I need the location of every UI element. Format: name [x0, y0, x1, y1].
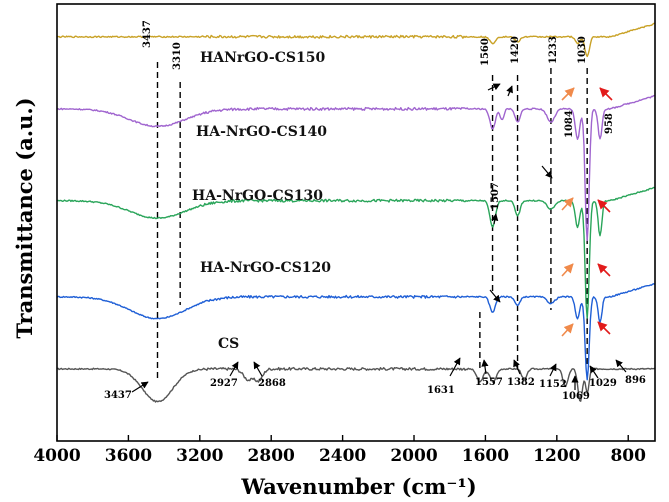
x-tick-label-1200: 1200 [533, 446, 580, 466]
annotation-top-1420: 1420 [510, 36, 521, 64]
arrow-cs-2868 [253, 361, 263, 377]
annotation-bottom-1382: 1382 [507, 377, 535, 388]
spectrum-ha-nrgo-cs120 [56, 283, 655, 381]
spectrum-ha-nrgo-cs130 [56, 186, 655, 319]
x-axis-title: Wavenumber (cm⁻¹) [240, 474, 476, 499]
x-tick-label-3600: 3600 [105, 446, 152, 466]
arrow-cs-896 [615, 359, 627, 373]
annotation-mid-958: 958 [604, 113, 615, 134]
arrow-150-1030 [599, 87, 613, 101]
arrow-cs-1152 [549, 363, 557, 377]
arrow-cs-1382 [513, 359, 521, 375]
annotation-top-3310: 3310 [172, 42, 183, 70]
arrow-150-1084 [561, 87, 575, 101]
annotation-bottom-1631: 1631 [427, 385, 455, 396]
spectra-layer [56, 22, 655, 403]
arrow-cs-1029 [589, 365, 599, 379]
arrow-cs-1557 [481, 359, 489, 375]
x-tick-label-1600: 1600 [462, 446, 509, 466]
x-tick-label-2000: 2000 [390, 446, 437, 466]
annotation-bottom-896: 896 [625, 375, 646, 386]
x-tick-label-800: 800 [610, 446, 646, 466]
arrow-120-1507 [489, 289, 501, 303]
annotation-bottom-2927: 2927 [210, 378, 238, 389]
arrow-140-1084 [561, 197, 574, 211]
annotation-bottom-3437: 3437 [104, 390, 132, 401]
x-tick-label-2400: 2400 [319, 446, 366, 466]
x-tick-label-2800: 2800 [248, 446, 295, 466]
x-tick-label-4000: 4000 [33, 446, 80, 466]
arrow-cs-2927 [229, 361, 239, 377]
annotation-bottom-1069: 1069 [562, 391, 590, 402]
annotation-bottom-1029: 1029 [589, 378, 617, 389]
annotation-bottom-1557: 1557 [475, 377, 503, 388]
annotation-mid-1507: 1507 [490, 182, 501, 210]
arrow-130-1507 [491, 213, 499, 225]
plot-frame [56, 3, 656, 442]
series-label-cs: CS [218, 336, 239, 352]
arrows [131, 83, 627, 393]
x-axis-ticks: 4000 3600 3200 2800 2400 2000 1600 1200 800 [33, 435, 646, 466]
annotation-top-1560: 1560 [480, 38, 491, 66]
series-label-cs130: HA-NrGO-CS130 [192, 188, 323, 204]
arrow-150-1560 [487, 83, 501, 91]
arrow-140-958 [597, 199, 611, 213]
arrow-150-1420 [506, 85, 513, 97]
arrow-120-1084 [561, 323, 574, 337]
arrow-120-958 [597, 321, 611, 335]
spectrum-ha-nrgo-cs140 [56, 94, 655, 242]
annotation-bottom-1152: 1152 [539, 379, 567, 390]
series-label-cs140: HA-NrGO-CS140 [196, 124, 327, 140]
arrow-130-1084 [561, 263, 574, 277]
annotation-top-1030: 1030 [577, 36, 588, 64]
series-label-cs120: HA-NrGO-CS120 [200, 260, 331, 276]
arrow-130-958 [597, 263, 611, 277]
arrow-cs-3437 [131, 381, 149, 393]
y-axis-title: Transmittance (a.u.) [12, 97, 37, 338]
x-tick-label-3200: 3200 [176, 446, 223, 466]
arrow-cs-1631 [449, 357, 461, 377]
arrow-140-1233 [541, 165, 553, 179]
reference-lines [156, 62, 588, 378]
series-label-cs150: HANrGO-CS150 [200, 50, 325, 66]
annotation-mid-1084: 1084 [564, 110, 575, 138]
annotation-top-1233: 1233 [548, 36, 559, 64]
annotation-top-3437: 3437 [142, 20, 153, 48]
annotation-bottom-2868: 2868 [258, 378, 286, 389]
spectrum-ha-nrgo-cs150 [56, 22, 655, 58]
